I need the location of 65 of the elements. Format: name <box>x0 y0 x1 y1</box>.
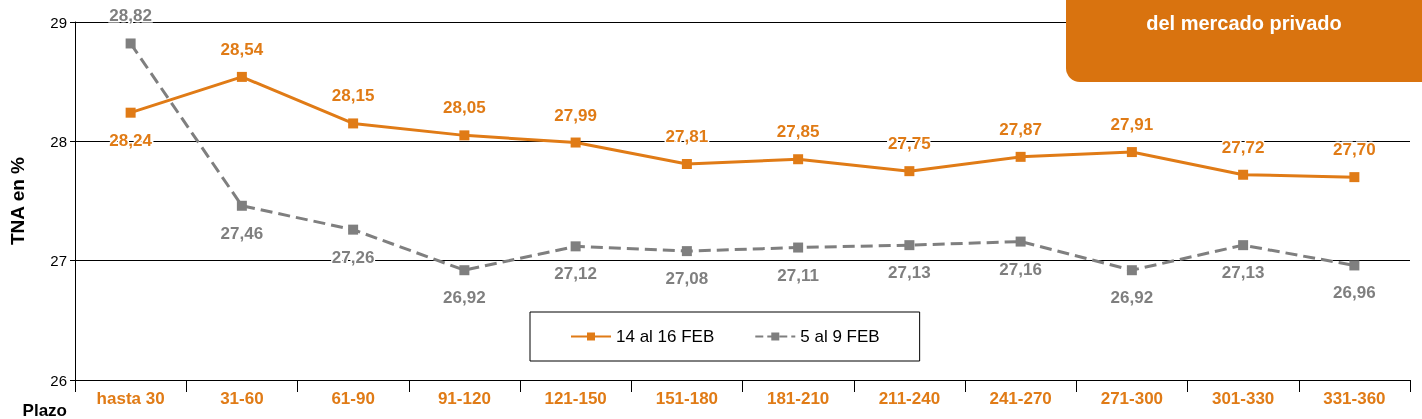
x-tick-label: 121-150 <box>544 389 607 408</box>
y-tick-label: 26 <box>50 371 67 389</box>
x-tick-label: 331-360 <box>1323 389 1386 408</box>
point <box>1238 240 1249 251</box>
data-label: 28,05 <box>443 98 486 118</box>
point <box>1349 260 1360 271</box>
point <box>793 154 804 165</box>
x-tick-label: 151-180 <box>655 389 719 408</box>
data-label: 27,11 <box>777 265 819 285</box>
x-tick-label: 61-90 <box>331 389 375 408</box>
data-label: 28,54 <box>220 39 264 59</box>
x-tick-label: 241-270 <box>989 389 1052 408</box>
data-label: 28,82 <box>109 6 152 26</box>
point <box>904 240 915 251</box>
x-tick-label: 211-240 <box>878 389 941 408</box>
data-label: 27,12 <box>554 264 597 284</box>
data-label: 27,91 <box>1110 115 1154 135</box>
point <box>236 71 247 82</box>
data-label: 26,96 <box>1333 283 1376 303</box>
data-label: 27,85 <box>776 122 820 142</box>
point <box>681 159 692 170</box>
data-label: 27,13 <box>1221 263 1265 283</box>
data-label: 27,70 <box>1333 140 1376 160</box>
point <box>681 246 692 257</box>
x-tick-label: hasta 30 <box>96 389 165 408</box>
data-label: 28,15 <box>331 86 375 106</box>
x-tick-label: 31-60 <box>220 389 264 408</box>
data-label: 27,16 <box>999 259 1042 279</box>
point <box>125 38 136 49</box>
data-label: 27,08 <box>665 269 709 289</box>
point <box>1015 151 1026 162</box>
x-tick-label: 91-120 <box>437 389 491 408</box>
data-label: 27,87 <box>999 119 1042 139</box>
point <box>570 241 581 252</box>
point <box>459 130 470 141</box>
x-tick-label: 301-330 <box>1211 389 1275 408</box>
point <box>125 107 136 118</box>
point <box>1126 265 1137 276</box>
data-label: 26,92 <box>443 288 486 308</box>
y-axis-title: TNA en % <box>7 156 28 245</box>
point <box>570 137 581 148</box>
point <box>793 242 804 253</box>
y-tick-label: 29 <box>50 13 67 31</box>
banner: del mercado privado <box>1066 0 1422 82</box>
data-label: 27,99 <box>554 105 597 125</box>
legend-label: 5 al 9 FEB <box>800 327 880 346</box>
x-tick-label: 271-300 <box>1100 389 1164 408</box>
x-axis-title: Plazo <box>22 401 67 419</box>
legend-label: 14 al 16 FEB <box>616 327 715 346</box>
point <box>1126 147 1137 158</box>
point <box>1349 172 1360 183</box>
y-tick-label: 27 <box>50 252 67 270</box>
data-label: 26,92 <box>1110 288 1154 308</box>
point <box>904 166 915 177</box>
data-label: 27,13 <box>888 263 931 283</box>
point <box>348 224 359 235</box>
point <box>459 265 470 276</box>
data-label: 27,46 <box>220 223 264 243</box>
point <box>236 200 247 211</box>
data-label: 27,72 <box>1221 137 1265 157</box>
point <box>1238 169 1249 180</box>
y-tick-label: 28 <box>50 132 67 150</box>
point <box>348 118 359 129</box>
point <box>1015 236 1026 247</box>
x-tick-label: 181-210 <box>766 389 830 408</box>
